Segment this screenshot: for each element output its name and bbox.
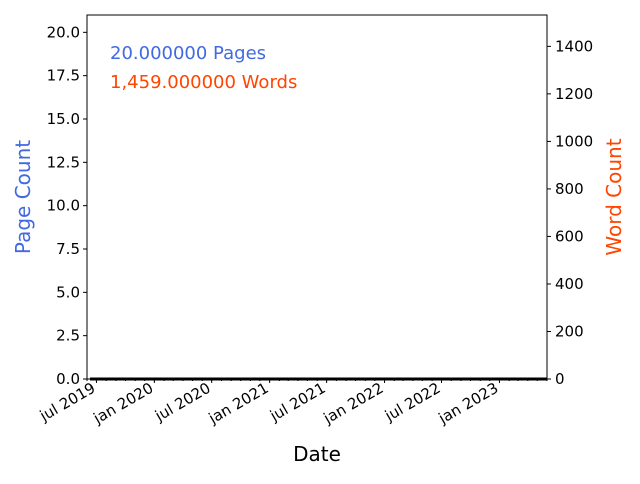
y-right-tick-label: 600 [555, 227, 584, 245]
x-axis-label: Date [293, 442, 341, 466]
y-axis-right-label: Word Count [602, 138, 626, 255]
x-tick-label: jul 2020 [151, 379, 214, 425]
y-left-tick-label: 0.0 [56, 370, 80, 388]
y-left-tick-label: 2.5 [56, 327, 80, 345]
x-tick-label: jan 2020 [90, 379, 157, 428]
plot-area [86, 14, 548, 380]
annotation-pages: 20.000000 Pages [110, 43, 266, 64]
y-left-tick-label: 17.5 [47, 67, 80, 85]
y-left-tick-label: 5.0 [56, 283, 80, 301]
y-left-tick-label: 20.0 [47, 23, 80, 41]
left-axis-ticks: 0.0 2.5 5.0 7.5 10.0 12.5 15.0 17.5 20.0 [47, 23, 87, 388]
x-tick-label: jan 2023 [435, 379, 502, 428]
y-left-tick-label: 12.5 [47, 153, 80, 171]
x-tick-label: jan 2021 [205, 379, 272, 428]
y-right-tick-label: 800 [555, 180, 584, 198]
annotation-words: 1,459.000000 Words [110, 72, 297, 93]
y-right-tick-label: 400 [555, 275, 584, 293]
y-left-tick-label: 15.0 [47, 110, 80, 128]
y-right-tick-label: 0 [555, 370, 565, 388]
right-axis-ticks: 0 200 400 600 800 1000 1200 1400 [547, 37, 593, 388]
y-right-tick-label: 1000 [555, 132, 593, 150]
y-axis-left-label: Page Count [11, 140, 35, 254]
x-tick-label: jul 2021 [266, 379, 329, 425]
y-left-tick-label: 10.0 [47, 197, 80, 215]
x-tick-label: jan 2022 [320, 379, 387, 428]
y-left-tick-label: 7.5 [56, 240, 80, 258]
y-right-tick-label: 1400 [555, 37, 593, 55]
y-right-tick-label: 200 [555, 322, 584, 340]
x-tick-label: jul 2022 [381, 379, 444, 425]
y-right-tick-label: 1200 [555, 85, 593, 103]
